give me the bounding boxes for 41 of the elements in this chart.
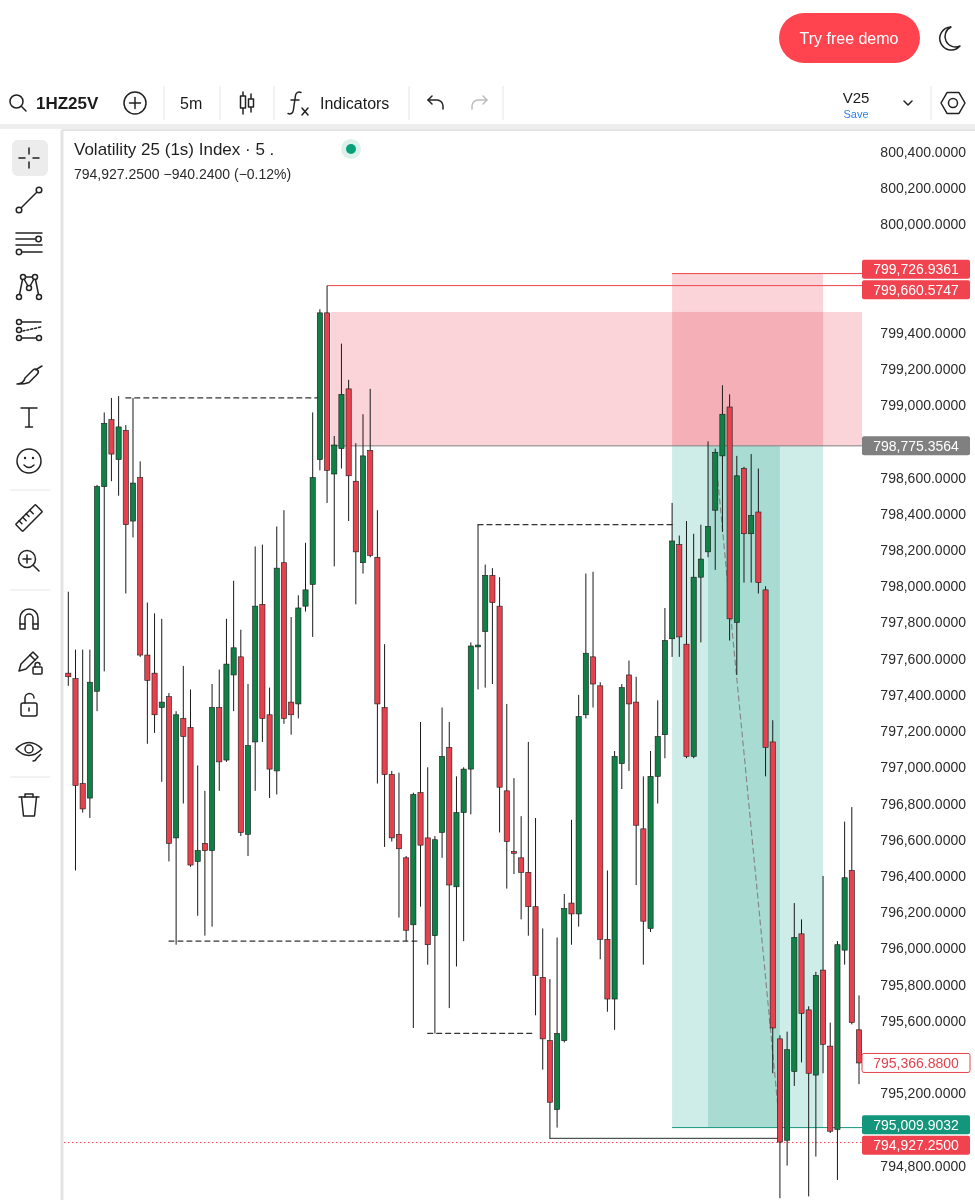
text: 5m [180,95,203,112]
text: Try free demo [799,30,899,47]
y-tick-label: 800,000.0000 [880,216,967,233]
text: 795,366.8800 [873,1054,960,1071]
y-tick-label: 797,800.0000 [880,614,967,631]
ref-line-label: 798,775.3564 [873,437,960,454]
ref-line-label: 794,927.2500 [873,1137,960,1154]
y-tick-label: 796,200.0000 [880,904,967,921]
text: Volatility 25 (1s) Index · 5 . [74,140,275,159]
text: Indicators [320,95,390,112]
y-tick-label: 796,600.0000 [880,831,967,848]
text: 794,927.2500 −940.2400 (−0.12%) [74,166,292,182]
y-tick-label: 800,400.0000 [880,143,967,160]
ref-line-label: 795,009.9032 [873,1116,960,1133]
y-tick-label: 795,200.0000 [880,1085,967,1102]
y-tick-label: 798,000.0000 [880,578,967,595]
text: 1HZ25V [36,94,100,113]
y-tick-label: 796,400.0000 [880,867,967,884]
ref-line-label: 799,660.5747 [873,281,960,298]
y-tick-label: 797,600.0000 [880,650,967,667]
candlestick [302,542,309,613]
y-tick-label: 800,200.0000 [880,179,967,196]
y-tick-label: 794,800.0000 [880,1157,967,1174]
y-tick-label: 799,400.0000 [880,324,967,341]
y-tick-label: 796,800.0000 [880,795,967,812]
y-tick-label: 797,200.0000 [880,723,967,740]
y-tick-label: 795,800.0000 [880,976,967,993]
y-tick-label: 799,200.0000 [880,360,967,377]
y-tick-label: 797,400.0000 [880,686,967,703]
y-tick-label: 798,400.0000 [880,505,967,522]
y-tick-label: 799,000.0000 [880,397,967,414]
y-tick-label: 795,600.0000 [880,1012,967,1029]
candlestick [65,591,72,687]
text: Save [843,108,869,120]
y-tick-label: 796,000.0000 [880,940,967,957]
ref-line-label: 799,726.9361 [873,261,960,278]
y-tick-label: 798,200.0000 [880,542,967,559]
y-tick-label: 797,000.0000 [880,759,967,776]
candlestick [511,777,517,875]
y-tick-label: 798,600.0000 [880,469,967,486]
text: V25 [842,89,870,106]
